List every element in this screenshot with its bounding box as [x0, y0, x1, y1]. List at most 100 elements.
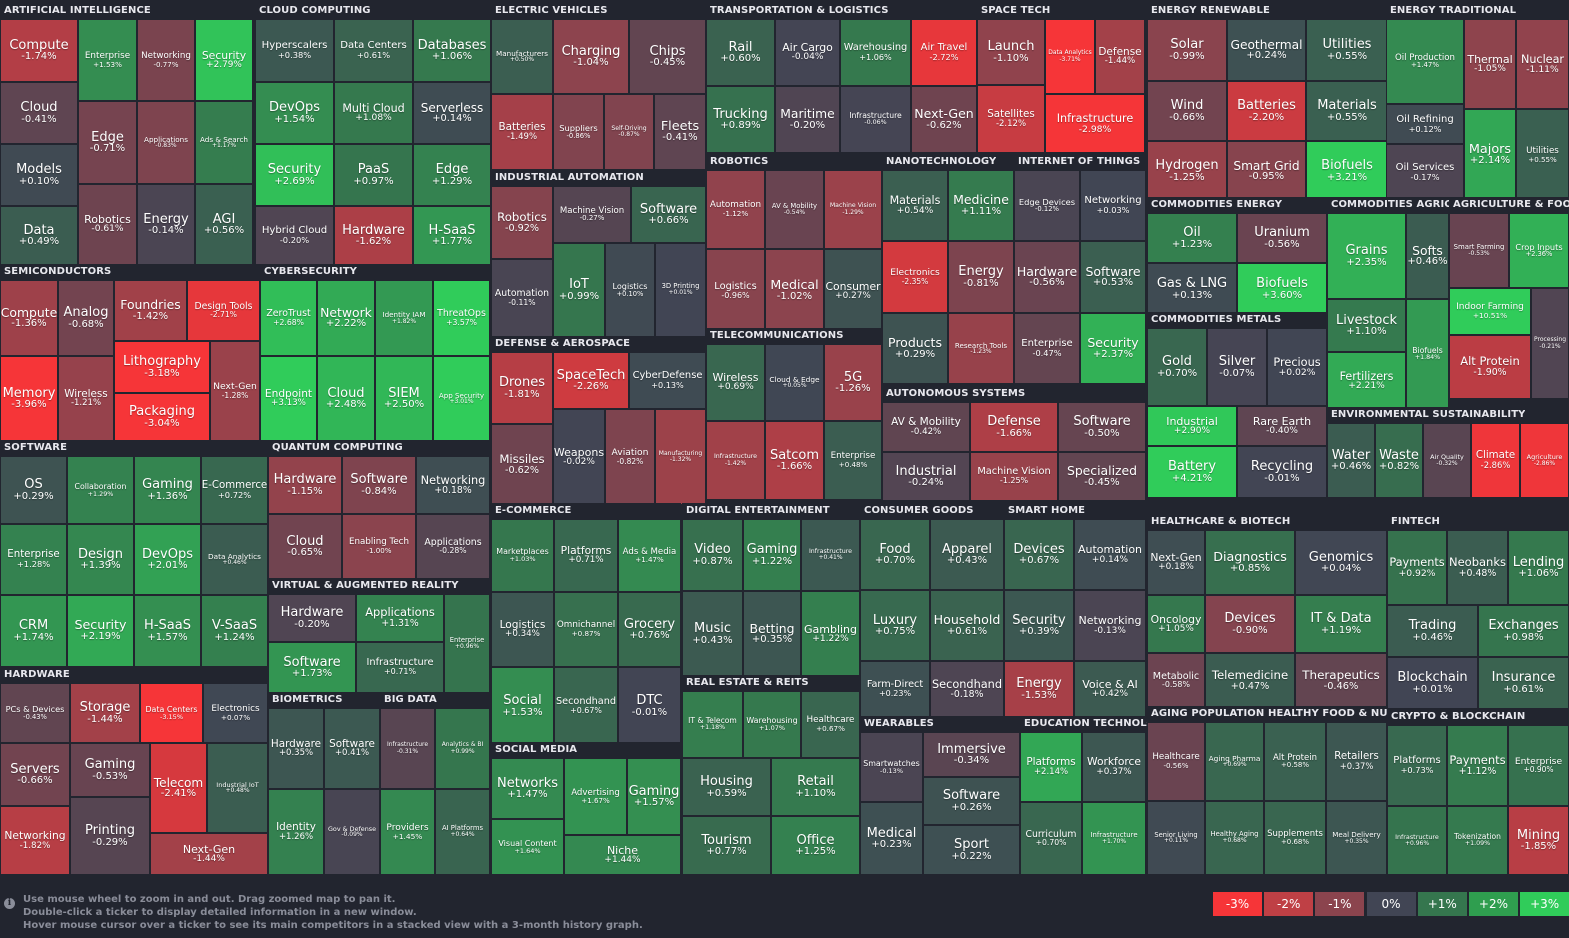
tile-security[interactable]: Security +2.19% [67, 595, 134, 667]
tile-machine-vision[interactable]: Machine Vision -1.29% [824, 170, 882, 249]
tile-applications[interactable]: Applications -0.83% [137, 101, 195, 184]
tile-memory[interactable]: Memory -3.96% [0, 356, 58, 441]
tile-gold[interactable]: Gold +0.70% [1147, 328, 1207, 406]
tile-edge[interactable]: Edge -0.71% [78, 101, 137, 184]
tile-neobanks[interactable]: Neobanks +0.48% [1447, 530, 1508, 605]
tile-lithography[interactable]: Lithography -3.18% [114, 341, 210, 393]
tile-retailers[interactable]: Retailers +0.37% [1326, 722, 1387, 801]
tile-niche[interactable]: Niche +1.44% [564, 835, 681, 875]
tile-edge-devices[interactable]: Edge Devices -0.12% [1014, 170, 1080, 241]
tile-applications[interactable]: Applications +1.31% [356, 594, 444, 642]
tile-devices[interactable]: Devices +0.67% [1004, 519, 1074, 590]
tile-enterprise[interactable]: Enterprise -0.47% [1014, 313, 1080, 384]
tile-devices[interactable]: Devices -0.90% [1205, 595, 1295, 653]
tile-smart-farming[interactable]: Smart Farming -0.53% [1449, 213, 1509, 288]
tile-enterprise[interactable]: Enterprise +1.28% [0, 524, 67, 595]
tile-iot[interactable]: IoT +0.99% [553, 243, 605, 337]
tile-cyberdefense[interactable]: CyberDefense +0.13% [629, 352, 706, 409]
tile-metabolic[interactable]: Metabolic -0.58% [1147, 653, 1205, 708]
tile-satcom[interactable]: Satcom -1.66% [765, 421, 824, 500]
tile-ads-and-media[interactable]: Ads & Media +1.47% [618, 519, 681, 592]
tile-aging-pharma[interactable]: Aging Pharma +0.69% [1205, 722, 1264, 801]
tile-fertilizers[interactable]: Fertilizers +2.21% [1327, 352, 1406, 410]
tile-softs[interactable]: Softs +0.46% [1406, 213, 1449, 299]
tile-indoor-farming[interactable]: Indoor Farming +10.51% [1449, 288, 1531, 335]
tile-grains[interactable]: Grains +2.35% [1327, 213, 1406, 299]
tile-luxury[interactable]: Luxury +0.75% [860, 590, 930, 661]
tile-oil-production[interactable]: Oil Production +1.47% [1386, 19, 1464, 104]
tile-food[interactable]: Food +0.70% [860, 519, 930, 590]
tile-hardware[interactable]: Hardware -1.62% [334, 206, 413, 265]
tile-video[interactable]: Video +0.87% [682, 519, 743, 591]
tile-5g[interactable]: 5G -1.26% [824, 344, 882, 421]
tile-hardware[interactable]: Hardware +0.35% [268, 708, 324, 789]
tile-self-driving[interactable]: Self-Driving -0.87% [604, 94, 654, 170]
tile-meal-delivery[interactable]: Meal Delivery +0.35% [1326, 801, 1387, 875]
tile-hardware[interactable]: Hardware -0.20% [268, 594, 356, 642]
tile-enterprise[interactable]: Enterprise +0.90% [1508, 725, 1569, 806]
tile-industrial[interactable]: Industrial +2.90% [1147, 406, 1237, 446]
tile-air-quality[interactable]: Air Quality -0.32% [1423, 423, 1471, 498]
tile-security[interactable]: Security +0.39% [1004, 590, 1074, 661]
tile-logistics[interactable]: Logistics -0.96% [706, 249, 765, 333]
tile-warehousing[interactable]: Warehousing +1.06% [840, 19, 911, 86]
tile-consumer[interactable]: Consumer +0.27% [824, 249, 882, 333]
tile-maritime[interactable]: Maritime -0.20% [775, 86, 840, 153]
tile-v-saas[interactable]: V-SaaS +1.24% [201, 595, 268, 667]
tile-next-gen[interactable]: Next-Gen -0.62% [911, 86, 977, 153]
tile-advertising[interactable]: Advertising +1.67% [564, 758, 627, 835]
tile-trucking[interactable]: Trucking +0.89% [706, 86, 775, 153]
tile-water[interactable]: Water +0.46% [1327, 423, 1375, 498]
tile-security[interactable]: Security +2.37% [1080, 313, 1146, 384]
tile-office[interactable]: Office +1.25% [771, 816, 860, 875]
tile-secondhand[interactable]: Secondhand +0.67% [554, 667, 618, 745]
tile-cloud-and-edge[interactable]: Cloud & Edge +0.05% [765, 344, 824, 421]
tile-materials[interactable]: Materials +0.55% [1306, 81, 1388, 141]
tile-gaming[interactable]: Gaming +1.36% [134, 456, 201, 524]
tile-storage[interactable]: Storage -1.44% [70, 683, 140, 743]
tile-identity-iam[interactable]: Identity IAM +1.82% [375, 280, 433, 356]
tile-lending[interactable]: Lending +1.06% [1508, 530, 1569, 605]
tile-missiles[interactable]: Missiles -0.62% [491, 424, 553, 505]
tile-rail[interactable]: Rail +0.60% [706, 19, 775, 86]
tile-software[interactable]: Software +0.26% [923, 777, 1020, 825]
tile-satellites[interactable]: Satellites -2.12% [977, 85, 1045, 153]
tile-biofuels[interactable]: Biofuels +3.21% [1306, 141, 1388, 201]
tile-security[interactable]: Security +2.69% [255, 144, 334, 206]
tile-electronics[interactable]: Electronics -2.35% [882, 241, 948, 313]
tile-secondhand[interactable]: Secondhand -0.18% [930, 661, 1004, 717]
tile-immersive[interactable]: Immersive -0.34% [923, 732, 1020, 777]
tile-apparel[interactable]: Apparel +0.43% [930, 519, 1004, 590]
tile-tourism[interactable]: Tourism +0.77% [682, 816, 771, 875]
tile-gaming[interactable]: Gaming +1.22% [743, 519, 801, 591]
tile-spacetech[interactable]: SpaceTech -2.26% [553, 352, 629, 409]
tile-data[interactable]: Data +0.49% [0, 206, 78, 265]
tile-uranium[interactable]: Uranium -0.56% [1237, 213, 1327, 263]
tile-warehousing[interactable]: Warehousing +1.07% [743, 691, 801, 758]
tile-oil-refining[interactable]: Oil Refining +0.12% [1386, 104, 1464, 144]
tile-insurance[interactable]: Insurance +0.61% [1478, 657, 1569, 709]
tile-crm[interactable]: CRM +1.74% [0, 595, 67, 667]
tile-telecom[interactable]: Telecom -2.41% [150, 743, 207, 833]
tile-oil-services[interactable]: Oil Services -0.17% [1386, 144, 1464, 201]
tile-networking[interactable]: Networking -0.13% [1074, 590, 1146, 661]
tile-diagnostics[interactable]: Diagnostics +0.85% [1205, 530, 1295, 595]
tile-identity[interactable]: Identity +1.26% [268, 789, 324, 875]
tile-data-analytics[interactable]: Data Analytics -3.71% [1045, 19, 1095, 94]
tile-agi[interactable]: AGI +0.56% [195, 184, 253, 265]
tile-voice-and-ai[interactable]: Voice & AI +0.42% [1074, 661, 1146, 717]
tile-crop-inputs[interactable]: Crop Inputs +2.36% [1509, 213, 1569, 288]
tile-industrial[interactable]: Industrial -0.24% [882, 452, 970, 501]
tile-robotics[interactable]: Robotics -0.92% [491, 186, 553, 259]
tile-precious[interactable]: Precious +0.02% [1267, 328, 1327, 406]
tile-app-security[interactable]: App Security +3.01% [433, 356, 490, 441]
tile-solar[interactable]: Solar -0.99% [1147, 19, 1227, 81]
tile-gaming[interactable]: Gaming -0.53% [70, 743, 150, 797]
tile-networking[interactable]: Networking +0.18% [416, 456, 490, 514]
tile-it-and-telecom[interactable]: IT & Telecom +1.18% [682, 691, 743, 758]
tile-applications[interactable]: Applications -0.28% [416, 514, 490, 579]
tile-music[interactable]: Music +0.43% [682, 591, 743, 677]
tile-hyperscalers[interactable]: Hyperscalers +0.38% [255, 19, 334, 82]
tile-3d-printing[interactable]: 3D Printing +0.01% [655, 243, 706, 337]
tile-alt-protein[interactable]: Alt Protein -1.90% [1449, 335, 1531, 399]
